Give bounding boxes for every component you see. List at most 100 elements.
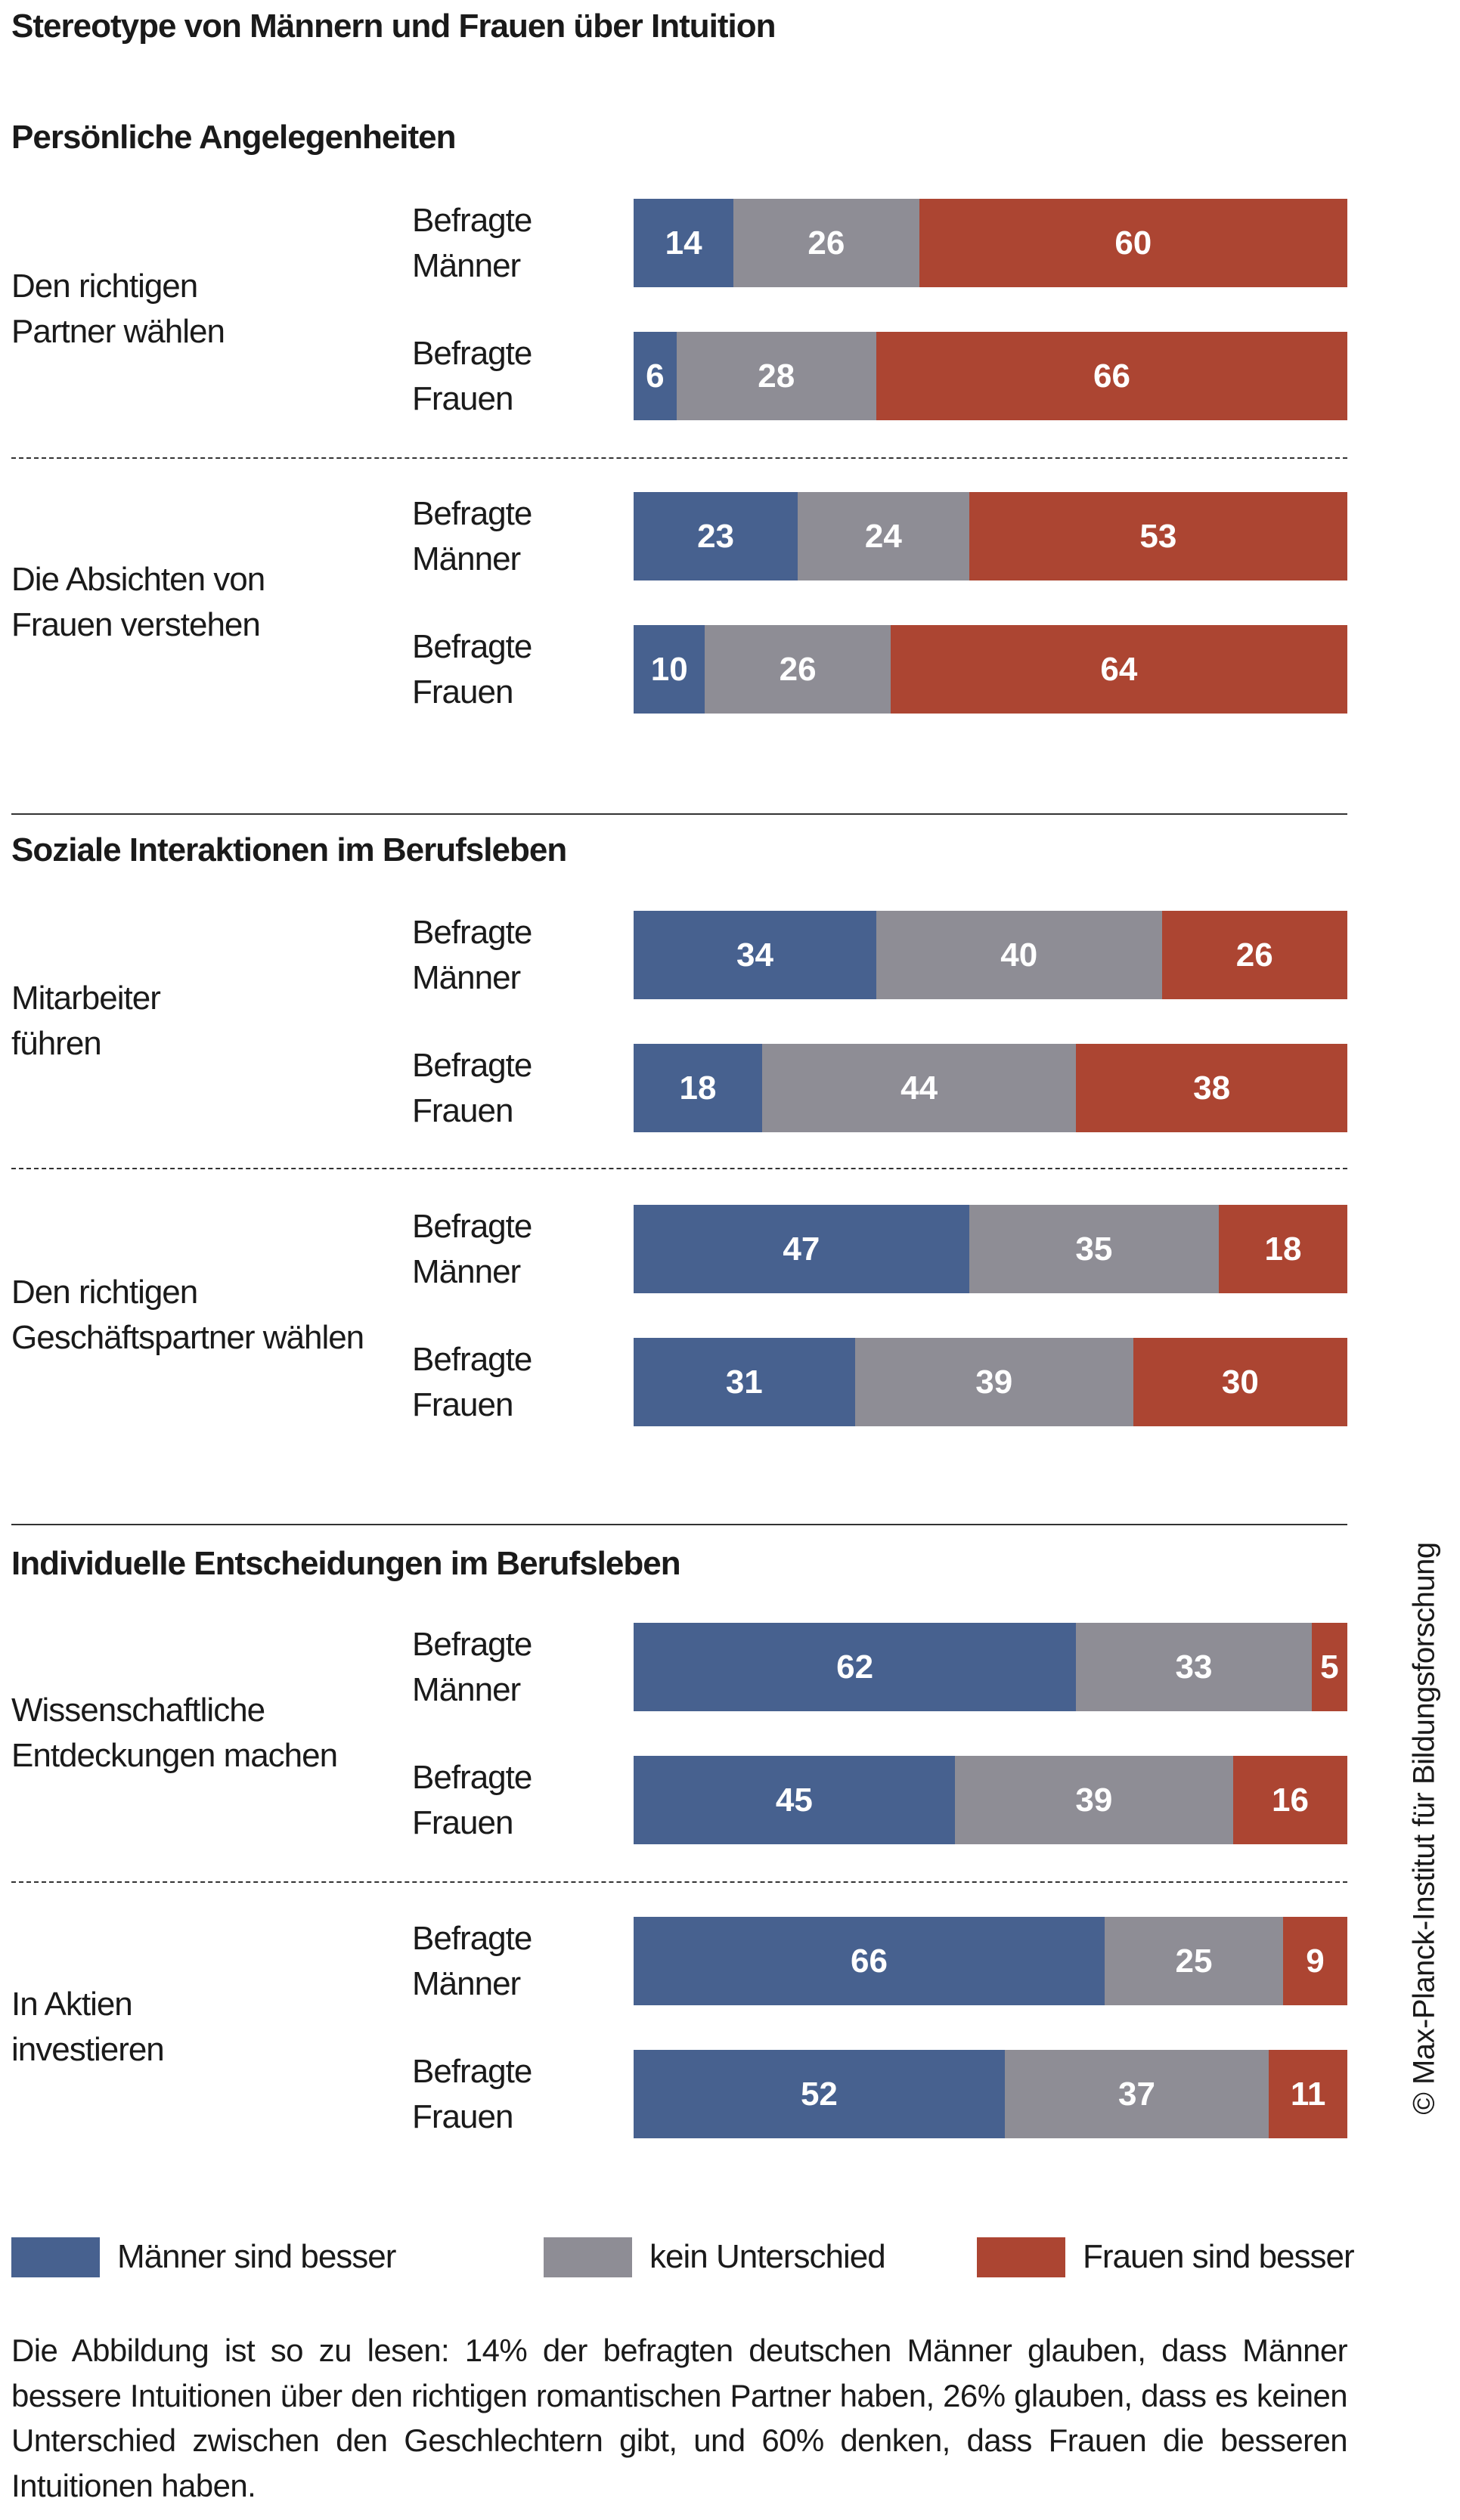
bar-segment-men-better: 14 bbox=[634, 199, 734, 287]
respondent-label-women: Befragte Frauen bbox=[412, 1337, 532, 1428]
bar-segment-no-difference: 26 bbox=[705, 625, 891, 714]
bar-segment-men-better: 18 bbox=[634, 1044, 762, 1132]
respondent-label-line: Befragte bbox=[412, 1625, 532, 1663]
bar-segment-men-better: 10 bbox=[634, 625, 705, 714]
bar-segment-men-better: 66 bbox=[634, 1917, 1105, 2005]
bar-segment-women-better: 5 bbox=[1311, 1623, 1347, 1711]
respondent-label-line: Befragte bbox=[412, 627, 532, 665]
bar-segment-men-better: 6 bbox=[634, 332, 677, 420]
bar-value-label: 47 bbox=[783, 1230, 820, 1268]
section-title: Persönliche Angelegenheiten bbox=[11, 119, 457, 156]
bar-value-label: 39 bbox=[1075, 1781, 1113, 1819]
respondent-label-men: Befragte Männer bbox=[412, 1622, 532, 1713]
bar-segment-women-better: 38 bbox=[1076, 1044, 1347, 1132]
bar-value-label: 39 bbox=[975, 1363, 1013, 1401]
legend-label-men-better: Männer sind besser bbox=[117, 2238, 396, 2275]
bar-value-label: 31 bbox=[725, 1363, 763, 1401]
bar-value-label: 24 bbox=[864, 517, 902, 555]
bar-segment-men-better: 47 bbox=[634, 1205, 969, 1293]
respondent-label-men: Befragte Männer bbox=[412, 1916, 532, 2007]
bar-value-label: 60 bbox=[1114, 224, 1152, 262]
bar-value-label: 5 bbox=[1320, 1648, 1339, 1686]
respondent-label-line: Befragte bbox=[412, 1207, 532, 1245]
respondent-label-line: Befragte bbox=[412, 1758, 532, 1796]
bar-value-label: 33 bbox=[1175, 1648, 1213, 1686]
topic-label-line: In Aktien bbox=[11, 1986, 133, 2023]
bar-segment-men-better: 31 bbox=[634, 1338, 855, 1426]
bar-value-label: 18 bbox=[679, 1069, 717, 1107]
bar-segment-no-difference: 37 bbox=[1004, 2050, 1269, 2138]
respondent-label-women: Befragte Frauen bbox=[412, 1755, 532, 1846]
topic-label-line: Die Absichten von bbox=[11, 561, 265, 598]
respondent-label-line: Männer bbox=[412, 958, 521, 996]
bar-value-label: 23 bbox=[697, 517, 735, 555]
bar-segment-women-better: 60 bbox=[919, 199, 1347, 287]
topic-divider bbox=[11, 1881, 1347, 1883]
bar-segment-no-difference: 24 bbox=[798, 492, 969, 580]
bar-value-label: 38 bbox=[1193, 1069, 1231, 1107]
respondent-label-line: Frauen bbox=[412, 1803, 513, 1841]
bar-value-label: 66 bbox=[1093, 357, 1130, 395]
bar-segment-no-difference: 39 bbox=[954, 1756, 1233, 1844]
bar-segment-men-better: 23 bbox=[634, 492, 798, 580]
bar-value-label: 52 bbox=[800, 2075, 838, 2113]
respondent-label-line: Befragte bbox=[412, 2052, 532, 2090]
bar-value-label: 34 bbox=[736, 936, 773, 974]
topic-label: Mitarbeiter führen bbox=[11, 976, 161, 1067]
respondent-label-men: Befragte Männer bbox=[412, 491, 532, 582]
bar-segment-no-difference: 26 bbox=[733, 199, 919, 287]
bar-segment-women-better: 66 bbox=[876, 332, 1347, 420]
topic-label-line: Partner wählen bbox=[11, 313, 225, 350]
respondent-label-women: Befragte Frauen bbox=[412, 2049, 532, 2140]
respondent-label-line: Frauen bbox=[412, 2097, 513, 2135]
respondent-label-line: Männer bbox=[412, 540, 521, 577]
bar-segment-women-better: 53 bbox=[969, 492, 1347, 580]
respondent-label-line: Frauen bbox=[412, 379, 513, 417]
legend-swatch-no-difference bbox=[544, 2237, 632, 2277]
bar-value-label: 26 bbox=[779, 650, 817, 688]
section-title: Soziale Interaktionen im Berufsleben bbox=[11, 831, 567, 868]
topic-label-line: investieren bbox=[11, 2031, 165, 2068]
respondent-label-women: Befragte Frauen bbox=[412, 624, 532, 715]
bar-segment-women-better: 9 bbox=[1283, 1917, 1347, 2005]
respondent-label-line: Befragte bbox=[412, 1340, 532, 1378]
bar-value-label: 37 bbox=[1118, 2075, 1155, 2113]
bar-value-label: 14 bbox=[665, 224, 702, 262]
bar-value-label: 66 bbox=[851, 1942, 888, 1980]
bar-value-label: 35 bbox=[1075, 1230, 1113, 1268]
topic-label-line: Den richtigen bbox=[11, 268, 198, 305]
respondent-label-line: Männer bbox=[412, 1670, 521, 1708]
topic-label: Den richtigen Geschäftspartner wählen bbox=[11, 1270, 364, 1361]
respondent-label-line: Befragte bbox=[412, 494, 532, 532]
bar-value-label: 16 bbox=[1271, 1781, 1309, 1819]
topic-divider bbox=[11, 1168, 1347, 1169]
bar-value-label: 62 bbox=[836, 1648, 874, 1686]
bar-segment-no-difference: 40 bbox=[876, 911, 1162, 999]
bar-value-label: 30 bbox=[1221, 1363, 1259, 1401]
section-title: Individuelle Entscheidungen im Berufsleb… bbox=[11, 1545, 681, 1582]
respondent-label-line: Befragte bbox=[412, 334, 532, 372]
topic-label: Den richtigen Partner wählen bbox=[11, 264, 225, 354]
respondent-label-line: Befragte bbox=[412, 1046, 532, 1084]
topic-label-line: Den richtigen bbox=[11, 1274, 198, 1311]
bar-segment-no-difference: 44 bbox=[761, 1044, 1077, 1132]
bar-segment-women-better: 11 bbox=[1269, 2050, 1347, 2138]
respondent-label-men: Befragte Männer bbox=[412, 198, 532, 289]
bar-value-label: 28 bbox=[758, 357, 795, 395]
bar-value-label: 18 bbox=[1264, 1230, 1302, 1268]
topic-label-line: Wissenschaftliche bbox=[11, 1692, 265, 1729]
respondent-label-women: Befragte Frauen bbox=[412, 1043, 532, 1134]
bar-segment-men-better: 45 bbox=[634, 1756, 955, 1844]
bar-value-label: 25 bbox=[1175, 1942, 1213, 1980]
bar-value-label: 9 bbox=[1306, 1942, 1325, 1980]
topic-label-line: Mitarbeiter bbox=[11, 980, 161, 1017]
bar-segment-women-better: 64 bbox=[890, 625, 1347, 714]
section-divider bbox=[11, 813, 1347, 815]
section-divider bbox=[11, 1524, 1347, 1525]
bar-segment-men-better: 62 bbox=[634, 1623, 1077, 1711]
respondent-label-line: Männer bbox=[412, 1964, 521, 2002]
respondent-label-men: Befragte Männer bbox=[412, 1204, 532, 1295]
bar-segment-women-better: 26 bbox=[1161, 911, 1347, 999]
respondent-label-line: Männer bbox=[412, 246, 521, 284]
bar-value-label: 6 bbox=[646, 357, 665, 395]
